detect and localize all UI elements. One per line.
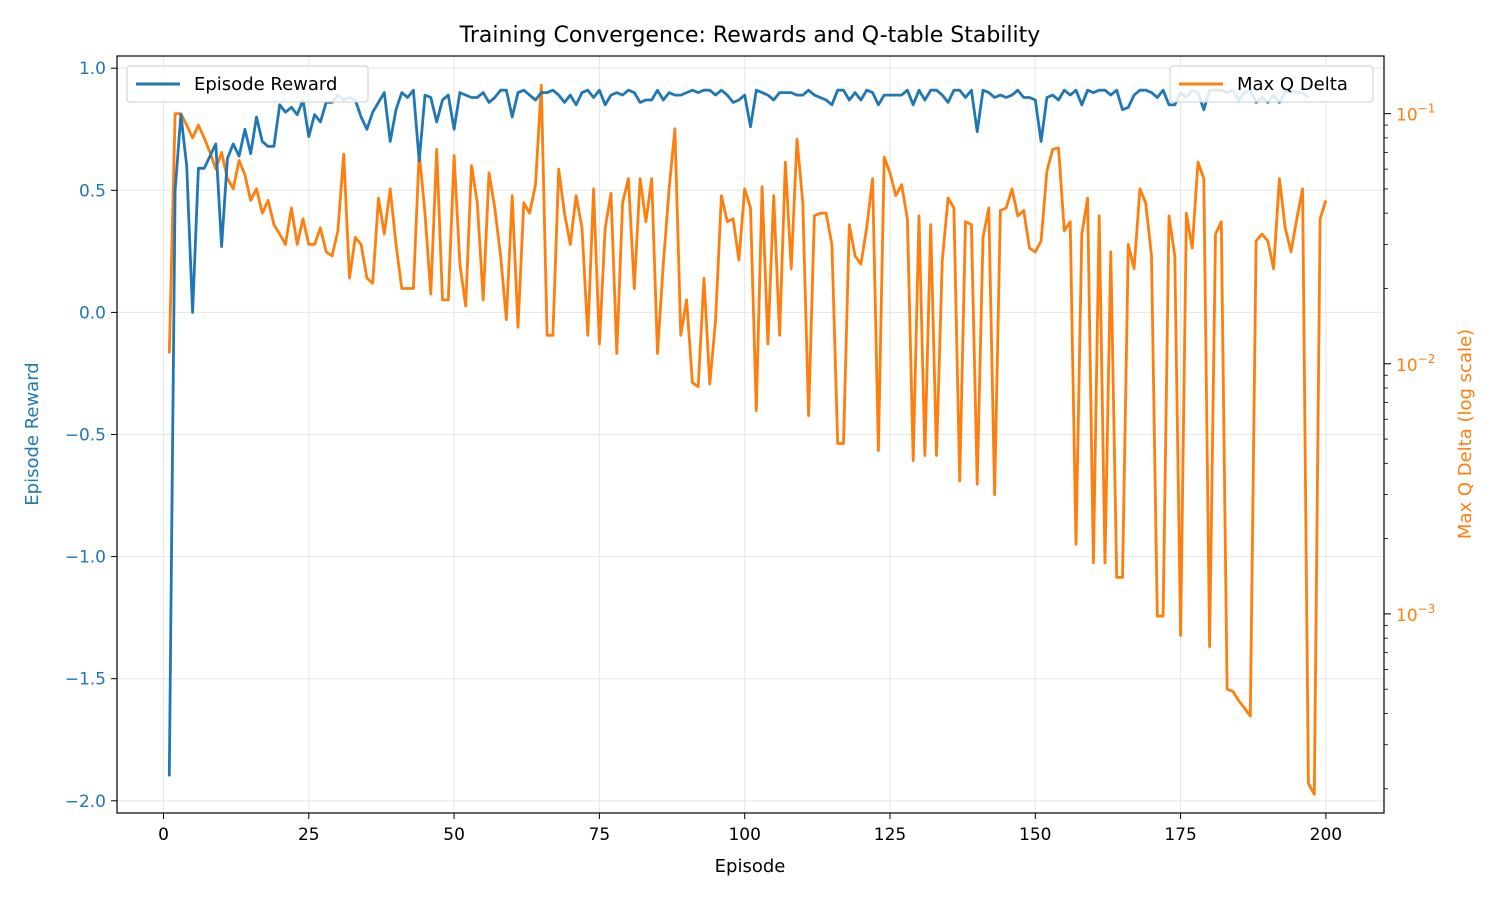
x-tick-label: 150 bbox=[1019, 825, 1051, 845]
x-tick-label: 50 bbox=[443, 825, 465, 845]
legend-left: Episode Reward bbox=[126, 65, 369, 103]
x-tick-label: 100 bbox=[728, 825, 760, 845]
y-left-tick-label: −1.0 bbox=[65, 548, 106, 568]
y-right-tick-label: 10−1 bbox=[1396, 102, 1435, 126]
y-axis-left: 1.0 0.5 0.0 −0.5 −1.0 −1.5 −2.0 bbox=[65, 59, 117, 812]
x-axis: 0 25 50 75 100 125 150 175 200 bbox=[158, 813, 1342, 845]
x-tick-label: 200 bbox=[1310, 825, 1342, 845]
y-left-tick-label: −2.0 bbox=[65, 792, 106, 812]
legend-left-label: Episode Reward bbox=[194, 74, 337, 95]
x-axis-label: Episode bbox=[715, 856, 786, 877]
y-left-tick-label: 0.0 bbox=[79, 303, 106, 323]
series-line-max-q-delta bbox=[167, 83, 1328, 796]
y-left-tick-label: 0.5 bbox=[79, 181, 106, 201]
y-axis-left-label: Episode Reward bbox=[22, 362, 43, 505]
series-layer bbox=[167, 83, 1328, 796]
legend-right-label: Max Q Delta bbox=[1237, 74, 1348, 95]
legend-left-box bbox=[126, 65, 369, 103]
legend-right-box bbox=[1169, 65, 1374, 103]
x-tick-label: 0 bbox=[158, 825, 169, 845]
x-tick-label: 125 bbox=[874, 825, 906, 845]
legend-right: Max Q Delta bbox=[1169, 65, 1374, 103]
y-left-tick-label: −0.5 bbox=[65, 426, 106, 446]
x-tick-label: 75 bbox=[589, 825, 611, 845]
y-right-tick-label: 10−2 bbox=[1396, 352, 1435, 376]
x-tick-label: 175 bbox=[1164, 825, 1196, 845]
chart-title: Training Convergence: Rewards and Q-tabl… bbox=[459, 23, 1041, 48]
y-axis-right: 10−3 10−2 10−1 bbox=[1384, 102, 1435, 790]
y-axis-right-label: Max Q Delta (log scale) bbox=[1455, 329, 1476, 539]
series-line-episode-reward bbox=[167, 88, 1310, 777]
y-right-tick-label: 10−3 bbox=[1396, 602, 1435, 626]
x-tick-label: 25 bbox=[298, 825, 320, 845]
y-left-tick-label: 1.0 bbox=[79, 59, 106, 79]
y-left-tick-label: −1.5 bbox=[65, 670, 106, 690]
